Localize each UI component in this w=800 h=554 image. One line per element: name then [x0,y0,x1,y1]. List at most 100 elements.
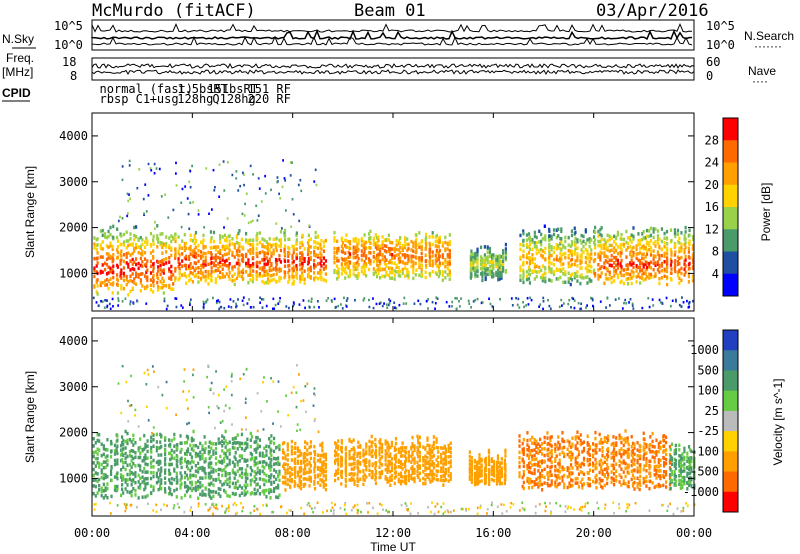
power-echo-cell [393,306,396,310]
power-echo-cell [641,306,644,310]
power-echo-cell [673,261,676,265]
velocity-echo-cell [526,443,529,447]
power-echo-cell [183,241,186,246]
power-echo-cell [435,258,438,263]
velocity-echo-cell [595,461,598,465]
velocity-echo-cell [104,488,107,492]
velocity-echo-cell [416,469,419,474]
velocity-echo-cell [531,435,534,440]
velocity-echo-cell [185,484,188,489]
velocity-echo-cell [219,441,222,445]
velocity-echo-cell [547,483,550,488]
power-echo-cell [401,267,404,272]
velocity-echo-cell [533,471,536,476]
power-echo-cell [470,255,473,259]
power-echo-cell [261,268,264,272]
power-echo-cell [397,269,400,274]
velocity-echo-cell [150,460,153,465]
power-echo-cell [231,274,234,279]
power-echo-cell [271,307,274,310]
velocity-echo-cell [606,440,609,445]
power-echo-cell [221,254,224,258]
velocity-echo-cell [319,477,322,482]
velocity-echo-cell [618,433,621,438]
velocity-echo-cell [246,472,249,477]
velocity-echo-cell [368,473,371,477]
power-echo-cell [424,246,427,251]
velocity-echo-cell [272,441,276,446]
power-echo-cell [214,258,217,263]
velocity-echo-cell [488,472,491,477]
power-echo-cell [257,177,260,180]
velocity-echo-cell [189,494,192,499]
velocity-echo-cell [104,455,107,459]
power-echo-cell [227,267,230,271]
power-echo-cell [403,243,407,247]
power-echo-cell [674,264,677,268]
velocity-echo-cell [176,464,179,469]
power-echo-cell [681,296,683,299]
cpid-label: rbsp C1 [100,92,151,106]
velocity-echo-cell [243,493,246,497]
power-echo-cell [665,246,669,251]
power-echo-cell [129,274,132,279]
velocity-echo-cell [337,476,340,481]
power-echo-cell [428,235,431,239]
velocity-echo-cell [255,456,258,460]
power-echo-cell [99,269,102,274]
power-echo-cell [249,238,252,242]
velocity-echo-cell [194,464,197,468]
power-echo-cell [632,234,635,239]
power-echo-cell [641,261,644,266]
power-echo-cell [212,263,216,268]
power-echo-cell [134,282,138,286]
velocity-echo-cell [155,432,158,437]
velocity-echo-cell [603,435,606,440]
power-echo-cell [212,245,216,250]
velocity-echo-cell [527,445,531,449]
power-echo-cell [548,243,551,247]
power-echo-cell [548,245,551,249]
power-echo-cell [597,268,600,272]
velocity-echo-cell [435,437,438,441]
power-echo-cell [488,246,492,251]
velocity-echo-cell [265,473,268,478]
velocity-echo-cell [224,445,227,449]
velocity-echo-cell [546,464,549,469]
power-echo-cell [354,239,357,243]
velocity-echo-cell [571,455,574,460]
power-echo-cell [188,255,191,259]
velocity-echo-cell [547,458,550,462]
power-echo-cell [139,289,142,293]
velocity-echo-cell [277,445,280,449]
power-echo-cell [101,300,104,303]
power-echo-cell [527,245,531,249]
power-echo-cell [108,302,111,306]
power-echo-cell [625,263,628,268]
power-echo-cell [641,232,644,236]
power-echo-cell [336,256,339,261]
power-echo-cell [99,243,102,247]
power-echo-cell [125,278,128,282]
power-echo-cell [194,255,198,259]
power-echo-cell [266,246,270,250]
power-echo-cell [244,252,248,257]
velocity-echo-cell [152,465,155,469]
velocity-echo-cell [389,452,392,456]
power-echo-cell [252,269,255,273]
velocity-echo-cell [281,441,285,446]
power-echo-cell [126,192,129,196]
power-echo-cell [275,272,278,276]
power-echo-cell [101,270,104,274]
velocity-echo-cell [210,454,213,459]
velocity-echo-cell [541,442,544,446]
power-echo-cell [145,302,148,305]
velocity-echo-cell [374,452,378,456]
power-echo-cell [347,240,350,244]
velocity-echo-cell [155,471,158,476]
power-echo-cell [582,234,585,239]
velocity-echo-cell [313,461,317,466]
power-echo-cell [542,307,544,311]
velocity-echo-cell [176,442,179,447]
velocity-echo-cell [418,478,421,482]
